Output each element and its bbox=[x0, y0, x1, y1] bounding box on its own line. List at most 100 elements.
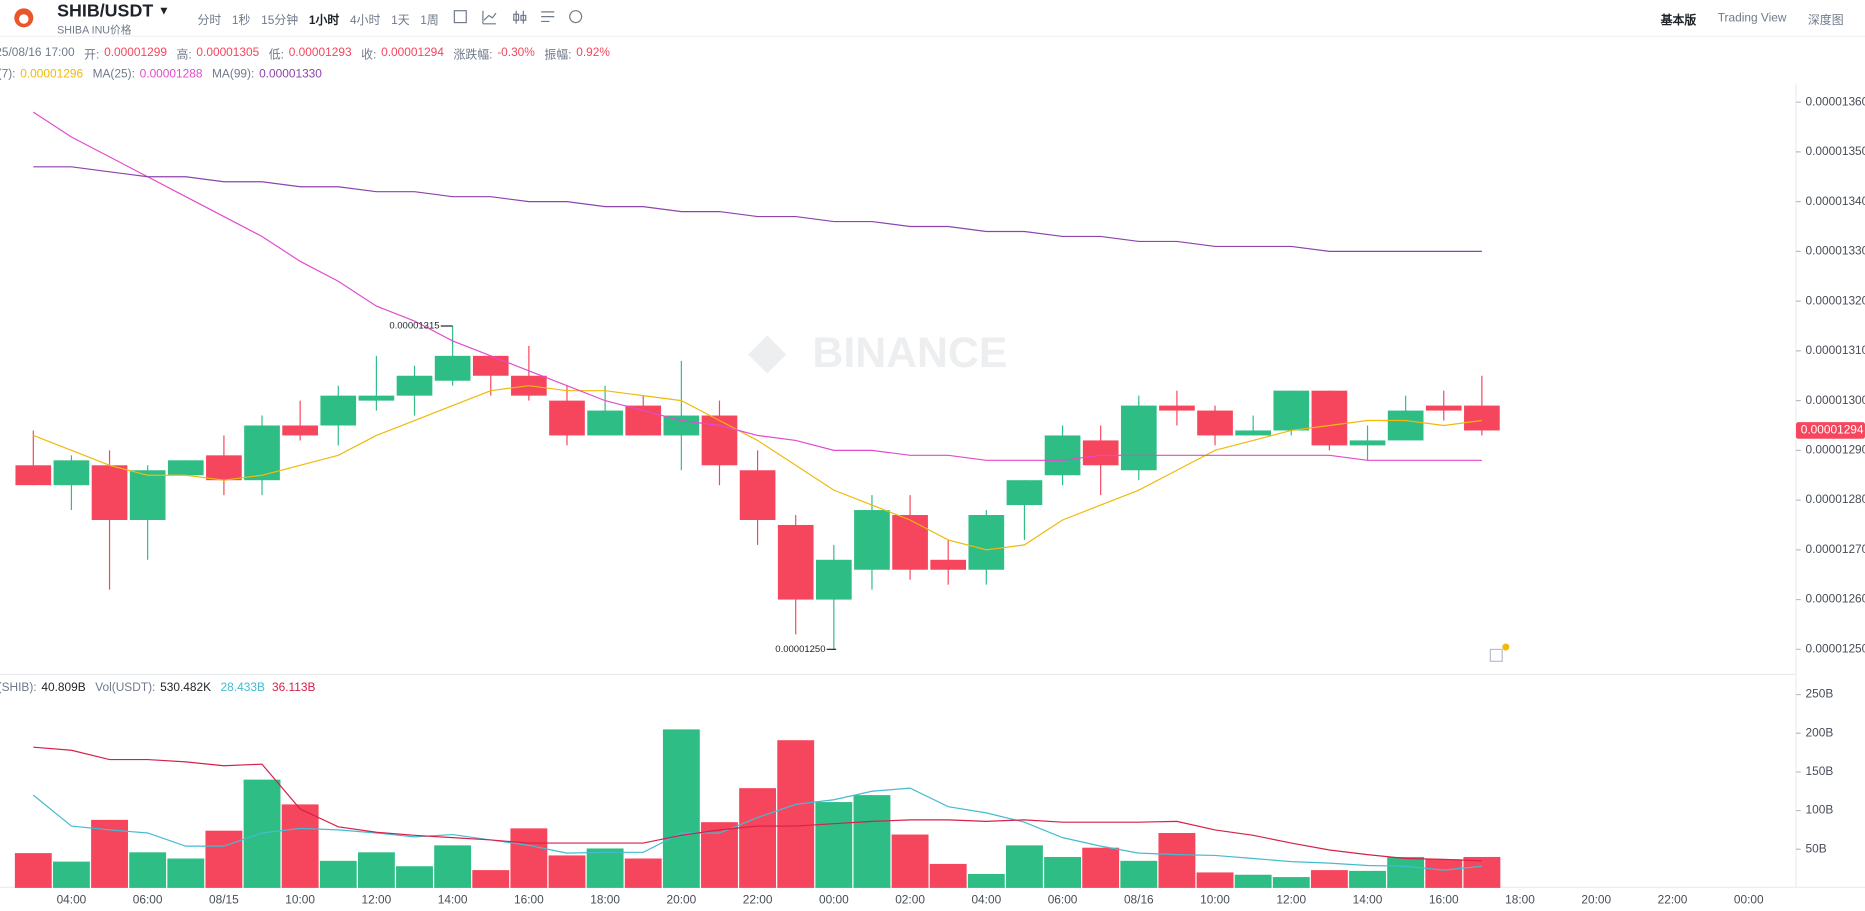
candle-body bbox=[1197, 410, 1233, 436]
volume-bar bbox=[1006, 845, 1043, 888]
info-value: 0.92% bbox=[576, 46, 610, 60]
candle-body bbox=[91, 465, 128, 520]
candle-icon[interactable] bbox=[513, 10, 527, 24]
info-label: 振幅: bbox=[544, 48, 572, 62]
volume-ma-line bbox=[32, 787, 1482, 871]
candle-body bbox=[701, 415, 738, 466]
volume-bar bbox=[1310, 870, 1348, 888]
volume-usdt-value: 530.482K bbox=[160, 681, 212, 695]
ma-value: 0.00001288 bbox=[139, 67, 203, 81]
symbol[interactable]: SHIB/USDT bbox=[57, 1, 154, 22]
interval-tab[interactable]: 分时 bbox=[197, 14, 222, 28]
candle-body bbox=[777, 524, 814, 600]
volume-bar bbox=[129, 852, 167, 888]
layout-icon[interactable] bbox=[541, 11, 555, 23]
interval-tab[interactable]: 1周 bbox=[420, 14, 439, 28]
y-tick-label: 250B bbox=[1806, 687, 1834, 701]
candle-body bbox=[358, 395, 395, 401]
y-tick-label: 0.00001280 bbox=[1806, 492, 1865, 506]
dropdown-arrow[interactable]: ▼ bbox=[158, 4, 170, 18]
x-tick-label: 10:00 bbox=[1200, 893, 1230, 907]
x-tick-label: 10:00 bbox=[285, 893, 315, 907]
x-tick-label: 18:00 bbox=[1505, 893, 1535, 907]
candle-body bbox=[1235, 430, 1272, 436]
candle-body bbox=[1006, 480, 1043, 506]
indicator-icon[interactable] bbox=[482, 10, 497, 25]
calendar-icon[interactable] bbox=[453, 10, 467, 24]
ma-name: MA(25): bbox=[92, 67, 135, 81]
volume-bar bbox=[510, 828, 548, 888]
symbol-row[interactable]: SHIB/USDT ▼ bbox=[57, 1, 174, 21]
volume-bar bbox=[1044, 856, 1081, 888]
y-tick-label: 0.00001270 bbox=[1806, 542, 1865, 556]
candle-body bbox=[930, 559, 967, 570]
candle-body bbox=[53, 460, 90, 486]
candle-body bbox=[1349, 440, 1386, 446]
view-tab[interactable]: Trading View bbox=[1717, 11, 1787, 25]
volume-bar bbox=[967, 873, 1005, 888]
volume-bar bbox=[1387, 856, 1425, 888]
settings-icon[interactable] bbox=[569, 10, 583, 24]
candle-body bbox=[1387, 410, 1424, 441]
candle-body bbox=[15, 465, 52, 486]
volume-bar bbox=[891, 834, 929, 888]
y-tick-label: 0.00001340 bbox=[1806, 194, 1865, 208]
candle-body bbox=[1159, 405, 1195, 411]
info-line: 25/08/16 17:00 开: 0.00001299 高: 0.00001305 低:… bbox=[0, 44, 619, 62]
info-label: 涨跌幅: bbox=[453, 48, 493, 62]
ma-line bbox=[32, 111, 1482, 461]
x-tick-label: 16:00 bbox=[1429, 893, 1459, 907]
x-tick-label: 20:00 bbox=[666, 893, 696, 907]
candle-body bbox=[396, 375, 433, 396]
info-value: 0.00001293 bbox=[288, 46, 352, 60]
volume-bar bbox=[1234, 874, 1272, 888]
info-label: 低: bbox=[268, 48, 284, 62]
volume-bar bbox=[739, 788, 777, 888]
candle-body bbox=[167, 460, 204, 476]
candle-body bbox=[587, 410, 623, 436]
volume-legend: (SHIB): 40.809B Vol(USDT): 530.482K 28.433B 3… bbox=[0, 682, 323, 695]
interval-tab[interactable]: 15分钟 bbox=[261, 14, 299, 28]
volume-bar bbox=[1158, 832, 1196, 888]
x-tick-label: 04:00 bbox=[57, 893, 87, 907]
interval-tab[interactable]: 1天 bbox=[391, 14, 410, 28]
y-tick-label: 0.00001260 bbox=[1806, 592, 1865, 606]
ma-name: (7): bbox=[0, 67, 16, 81]
y-tick-label: 0.00001250 bbox=[1806, 641, 1865, 655]
interval-tab[interactable]: 1秒 bbox=[231, 14, 251, 28]
view-tab[interactable]: 深度图 bbox=[1807, 14, 1844, 28]
interval-tab[interactable]: 4小时 bbox=[349, 14, 381, 28]
info-value: 0.00001299 bbox=[104, 46, 167, 60]
volume-bar bbox=[1120, 860, 1158, 888]
x-tick-label: 18:00 bbox=[590, 893, 620, 907]
volume-ma-value: 28.433B bbox=[220, 681, 265, 695]
x-tick-label: 02:00 bbox=[895, 893, 925, 907]
view-tab[interactable]: 基本版 bbox=[1660, 14, 1697, 28]
ma-legend: (7): 0.00001296 MA(25): 0.00001288 MA(99): 0.… bbox=[0, 68, 331, 81]
watermark: BINANCE bbox=[748, 329, 1007, 377]
subtitle: SHIBA INU价格 bbox=[57, 23, 132, 36]
volume-bar bbox=[1196, 872, 1234, 888]
candle-body bbox=[1425, 405, 1462, 411]
volume-bar bbox=[1463, 856, 1501, 888]
volume-bar bbox=[14, 853, 52, 888]
interval-tab[interactable]: 1小时 bbox=[308, 14, 340, 28]
notice-icon[interactable] bbox=[1489, 643, 1510, 662]
candle-body bbox=[1273, 390, 1310, 431]
volume-bar bbox=[815, 802, 853, 888]
candle-body bbox=[244, 425, 280, 481]
volume-bar bbox=[1082, 847, 1120, 888]
volume-bar bbox=[1349, 870, 1386, 888]
last-price-tag bbox=[1796, 422, 1865, 439]
x-tick-label: 08/15 bbox=[209, 893, 239, 907]
candle-body bbox=[282, 425, 318, 436]
y-tick-label: 0.00001350 bbox=[1806, 144, 1865, 158]
x-tick-label: 12:00 bbox=[362, 893, 392, 907]
x-tick-label: 06:00 bbox=[1048, 893, 1078, 907]
last-price-label: 0.00001294 bbox=[1801, 423, 1864, 437]
info-label: 高: bbox=[176, 48, 192, 62]
volume-bar bbox=[167, 858, 205, 888]
volume-bar bbox=[929, 863, 967, 888]
y-tick-label: 50B bbox=[1806, 841, 1827, 855]
